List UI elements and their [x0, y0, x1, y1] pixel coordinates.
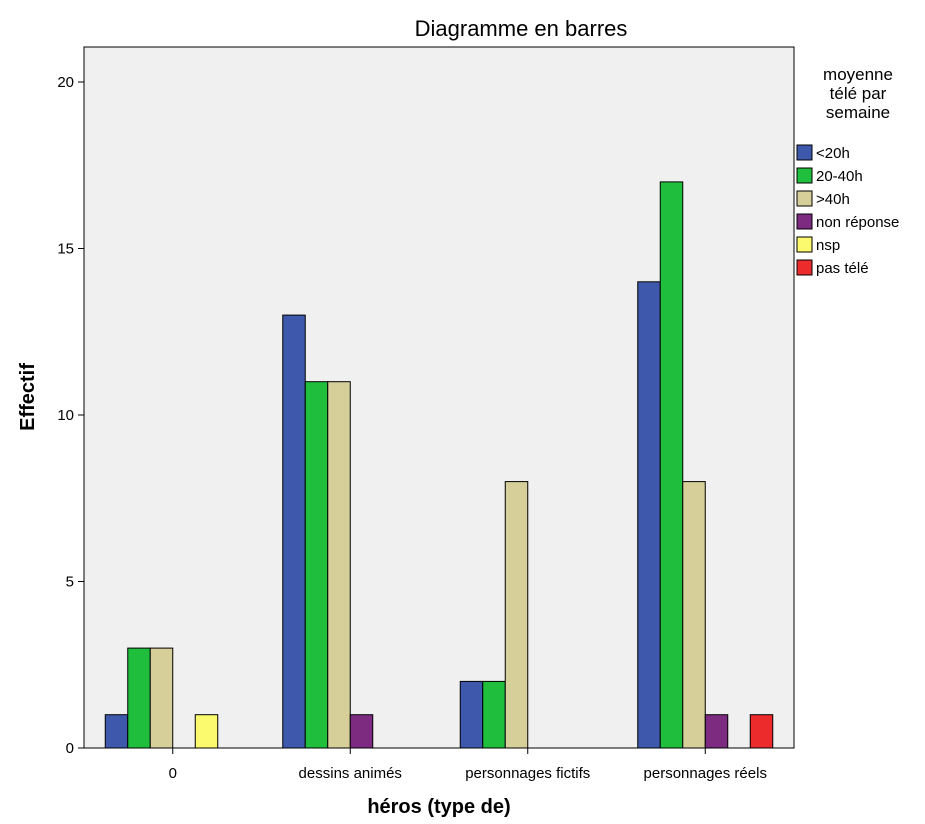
legend-label: non réponse — [816, 214, 899, 231]
bar — [304, 381, 329, 749]
x-tick-label: dessins animés — [299, 765, 402, 782]
y-tick-label: 0 — [66, 740, 74, 757]
bar — [682, 481, 706, 749]
legend-swatch — [796, 190, 813, 207]
legend-title: moyenne télé par semaine — [823, 65, 893, 122]
y-tick-label: 15 — [57, 241, 74, 258]
bar — [194, 714, 219, 749]
legend-swatch — [796, 144, 813, 161]
x-tick-label: 0 — [169, 765, 177, 782]
bar — [127, 647, 151, 749]
bar — [704, 714, 729, 749]
y-axis-title: Effectif — [17, 363, 39, 431]
y-tick-label: 5 — [66, 574, 74, 591]
chart-title: Diagramme en barres — [415, 16, 628, 41]
x-axis: 0 dessins animés personnages fictifs person… — [169, 748, 767, 782]
y-axis: 0 5 10 15 20 — [57, 74, 84, 757]
legend-swatch — [796, 259, 813, 276]
bar — [104, 714, 129, 749]
bar — [282, 314, 306, 749]
bar — [149, 647, 174, 749]
legend-label: pas télé — [816, 260, 869, 277]
y-tick-label: 10 — [57, 407, 74, 424]
bar — [504, 481, 529, 749]
legend-label: 20-40h — [816, 168, 863, 185]
y-tick-label: 20 — [57, 74, 74, 91]
legend: moyenne télé par semaine <20h 20-40h >40h non … — [796, 65, 899, 277]
legend-label: nsp — [816, 237, 840, 254]
bar — [637, 281, 661, 749]
bars — [104, 181, 774, 749]
x-tick-label: personnages fictifs — [465, 765, 590, 782]
bar — [349, 714, 374, 749]
bar — [482, 680, 506, 749]
legend-swatch — [796, 167, 813, 184]
x-axis-title: héros (type de) — [367, 796, 510, 818]
legend-swatch — [796, 236, 813, 253]
legend-swatch — [796, 213, 813, 230]
bar — [749, 714, 774, 749]
bar — [327, 381, 351, 749]
bar — [659, 181, 684, 749]
x-tick-label: personnages réels — [644, 765, 767, 782]
legend-label: >40h — [816, 191, 850, 208]
bar — [459, 680, 484, 749]
legend-label: <20h — [816, 145, 850, 162]
